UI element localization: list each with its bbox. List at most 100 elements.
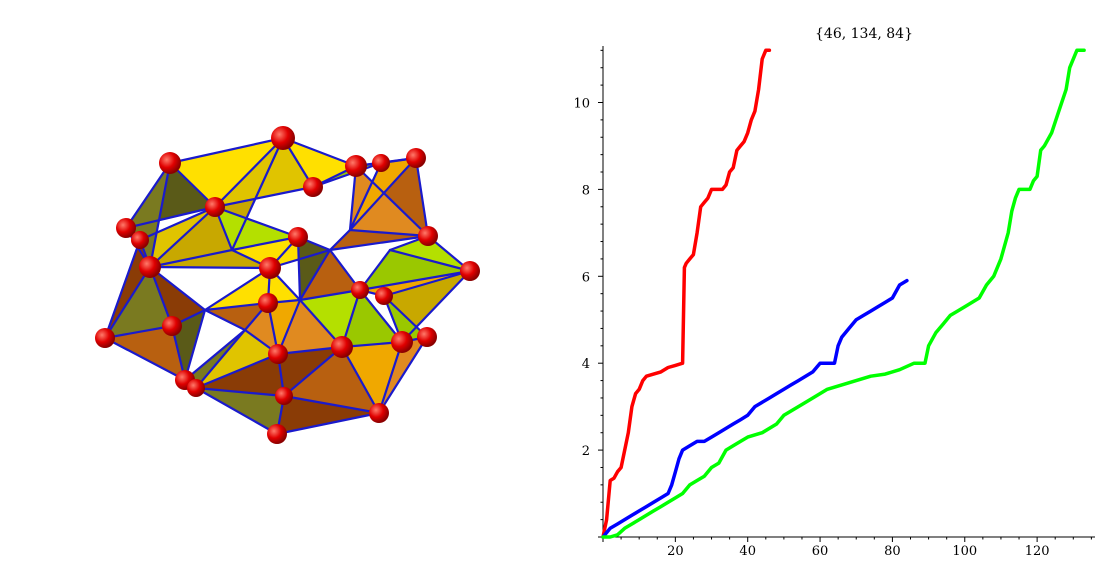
series-lines (601, 48, 1086, 539)
vertex-sphere (205, 197, 225, 217)
polyhedron-edge (377, 340, 404, 415)
vertex-sphere (268, 344, 288, 364)
polyhedron-face (300, 250, 360, 300)
polyhedron-edge (148, 161, 172, 269)
polyhedron-edge (382, 269, 472, 298)
chart-title: {46, 134, 84} (815, 26, 913, 42)
polyhedron-edge (148, 265, 207, 312)
polyhedron-edge (388, 248, 472, 273)
polyhedron-edge (281, 136, 358, 168)
polyhedron-edge (348, 228, 430, 238)
line-chart: {46, 134, 84} 20 40 60 80 100 120 2 4 6 8 10 (573, 26, 1095, 559)
vertex-sphere (345, 155, 367, 177)
x-tick-label: 40 (739, 544, 756, 559)
polyhedron-edge (275, 411, 381, 436)
series-line-3 (601, 48, 1086, 539)
polyhedron-edge (354, 164, 430, 238)
polyhedron-edge (148, 248, 234, 269)
polyhedron-edge (194, 352, 280, 390)
vertex-sphere (258, 293, 278, 313)
vertex-sphere (259, 257, 281, 279)
vertex-sphere (460, 261, 480, 281)
polyhedron-edge (103, 336, 187, 382)
polyhedron-edge (194, 386, 279, 436)
polyhedron-face (360, 250, 470, 290)
polyhedron-edge (348, 156, 418, 232)
polyhedron-edge (203, 301, 270, 312)
polyhedron-edge (103, 238, 142, 340)
polyhedron-edge (400, 269, 472, 344)
polyhedron-edge (340, 345, 381, 415)
polyhedron-face (150, 207, 232, 267)
vertex-sphere (372, 154, 390, 172)
x-tick-label: 120 (1025, 544, 1050, 559)
polyhedron-edge (194, 328, 247, 390)
polyhedron-edge (298, 288, 362, 302)
x-tick-label: 80 (884, 544, 901, 559)
x-tick-label: 100 (952, 544, 977, 559)
polyhedron-edge (230, 136, 285, 252)
polyhedron-face (150, 267, 205, 326)
polyhedron-edge (348, 161, 383, 232)
vertex-sphere (406, 148, 426, 168)
polyhedron-edge (203, 308, 247, 332)
vertex-sphere (116, 218, 136, 238)
y-tick-label: 2 (582, 444, 590, 459)
polyhedron-edge (203, 266, 272, 312)
polyhedron-edge (168, 136, 285, 165)
vertex-sphere (162, 316, 182, 336)
vertex-sphere (267, 424, 287, 444)
polyhedron-face (205, 303, 268, 330)
polyhedron-edge (124, 205, 217, 230)
polyhedron-edge (213, 136, 285, 209)
polyhedron-face (232, 237, 298, 268)
vertex-sphere (288, 227, 308, 247)
vertex-sphere (391, 331, 413, 353)
vertex-sphere (369, 403, 389, 423)
polyhedron-edge (148, 265, 272, 270)
polyhedron-face (390, 236, 470, 271)
series-line-2 (601, 278, 909, 539)
vertex-spheres (95, 126, 480, 444)
polyhedron-edge (124, 161, 172, 230)
polyhedron-edge (103, 265, 152, 340)
polyhedron-edge (328, 228, 352, 252)
polyhedron-edge (282, 345, 344, 398)
vertex-sphere (139, 256, 161, 278)
polyhedron-face (140, 207, 215, 267)
polyhedron-cluster-render (95, 126, 480, 444)
vertex-sphere (159, 152, 181, 174)
polyhedron-edge (183, 328, 247, 382)
polyhedron-face (196, 330, 278, 388)
polyhedron-edge (230, 235, 300, 252)
x-tick-label: 60 (812, 544, 829, 559)
polyhedron-edge (414, 156, 430, 238)
x-tick-label: 20 (667, 544, 684, 559)
chart-axes (599, 46, 1095, 541)
vertex-sphere (417, 327, 437, 347)
polyhedron-face (215, 138, 313, 207)
polyhedron-edge (194, 386, 286, 398)
polyhedron-edge (213, 185, 315, 209)
polyhedron-face (105, 326, 185, 380)
polyhedron-edge (213, 205, 300, 239)
vertex-sphere (418, 226, 438, 246)
vertex-sphere (271, 126, 295, 150)
polyhedron-edge (377, 335, 429, 415)
vertex-sphere (375, 287, 393, 305)
y-tick-label: 8 (582, 183, 590, 198)
polyhedron-edge (298, 248, 332, 302)
polyhedron-edge (296, 235, 302, 302)
vertex-sphere (131, 231, 149, 249)
vertex-sphere (275, 387, 293, 405)
y-tick-label: 6 (582, 270, 590, 285)
x-axis-ticks: 20 40 60 80 100 120 (602, 537, 1092, 559)
polyhedron-edge (148, 205, 217, 269)
series-line-1 (601, 48, 772, 539)
polyhedron-face (105, 267, 172, 338)
y-tick-label: 4 (582, 357, 590, 372)
polyhedron-face (342, 342, 402, 413)
polyhedron-face (278, 300, 342, 354)
vertex-sphere (187, 379, 205, 397)
vertex-sphere (95, 328, 115, 348)
